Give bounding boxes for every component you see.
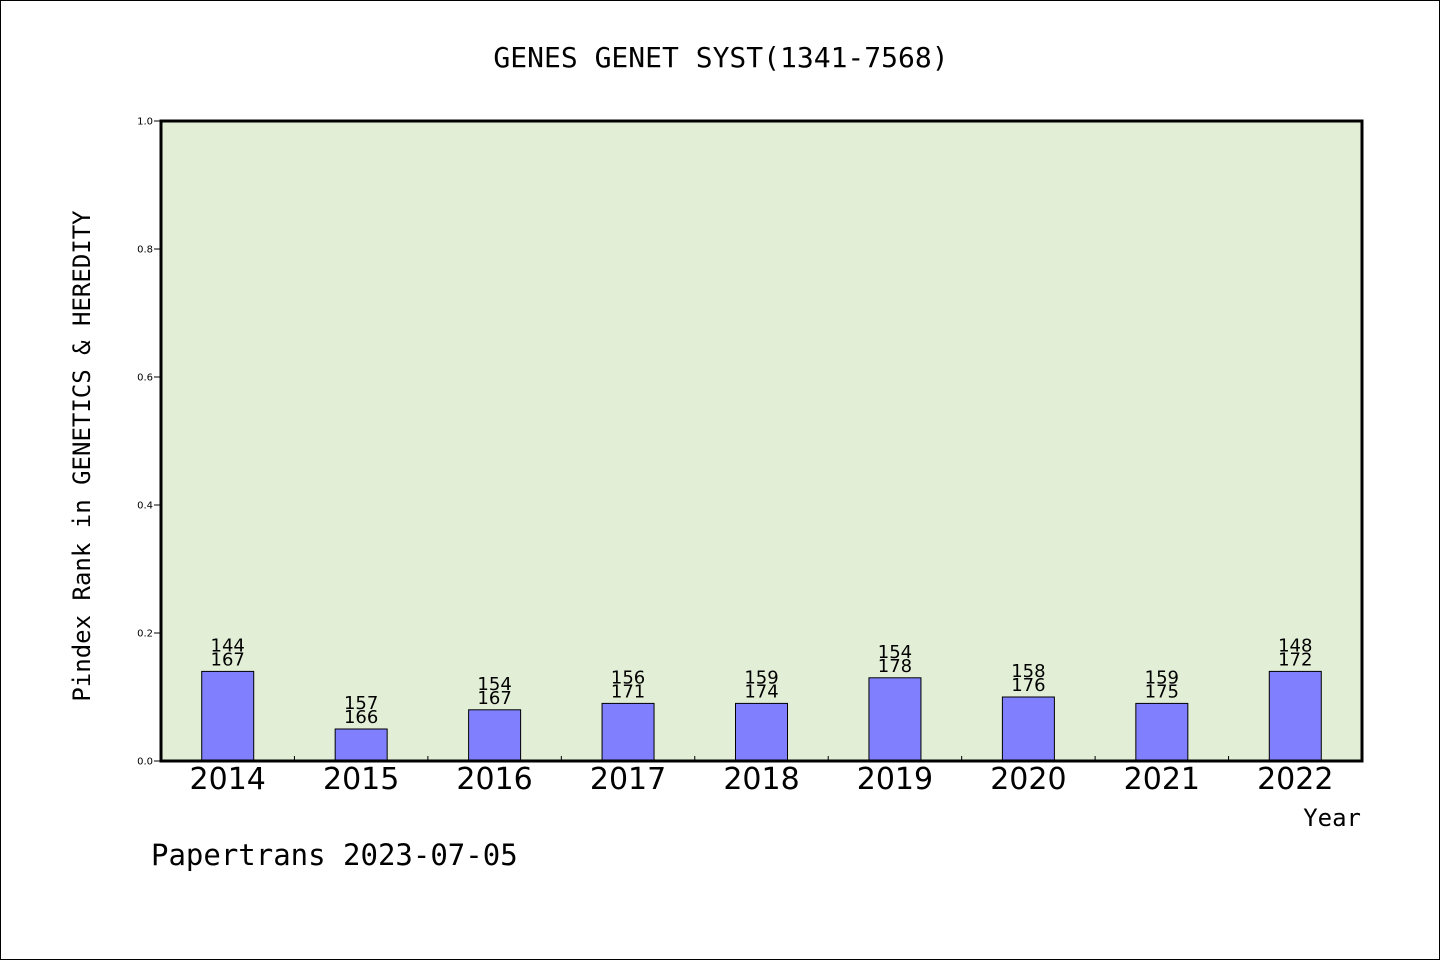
x-tick-label-2022: 2022 (1257, 762, 1333, 797)
data-label-rank-2015: 157 (344, 693, 378, 714)
plot-area (161, 121, 1362, 761)
chart-title: GENES GENET SYST(1341-7568) (493, 41, 948, 74)
data-label-rank-2019: 154 (878, 642, 912, 663)
data-label-total-2014: 167 (211, 649, 245, 670)
data-label-total-2021: 175 (1145, 681, 1179, 702)
data-label-total-2015: 166 (344, 707, 378, 728)
x-tick-label-2021: 2021 (1124, 762, 1200, 797)
data-label-rank-2014: 144 (211, 635, 245, 656)
data-label-total-2020: 176 (1011, 675, 1045, 696)
plot-frame (159, 119, 1364, 763)
data-label-rank-2020: 158 (1011, 661, 1045, 682)
data-label-total-2022: 172 (1278, 649, 1312, 670)
data-label-rank-2018: 159 (744, 667, 778, 688)
y-tick-label: 0.6 (137, 373, 153, 384)
x-axis-label: Year (1303, 804, 1361, 832)
bar-2018 (735, 702, 788, 762)
x-tick-label-2014: 2014 (190, 762, 266, 797)
bar-2015 (334, 728, 388, 762)
y-tick-label: 0.0 (137, 757, 153, 768)
x-tick-label-2018: 2018 (723, 762, 799, 797)
bar-2017 (601, 702, 655, 762)
x-tick-label-2017: 2017 (590, 762, 666, 797)
bar-series (201, 670, 1322, 762)
y-tick-label: 0.2 (137, 629, 153, 640)
data-label-total-2016: 167 (477, 688, 511, 709)
x-tick-label-2020: 2020 (990, 762, 1066, 797)
x-tick-label-2016: 2016 (456, 762, 532, 797)
data-label-rank-2016: 154 (477, 674, 511, 695)
data-label-rank-2021: 159 (1145, 667, 1179, 688)
y-axis-label: Pindex Rank in GENETICS & HEREDITY (68, 210, 96, 702)
data-label-total-2017: 171 (611, 681, 645, 702)
data-label-total-2019: 178 (878, 656, 912, 677)
x-tick-label-2015: 2015 (323, 762, 399, 797)
y-tick-label: 0.8 (137, 245, 153, 256)
data-label-rank-2017: 156 (611, 667, 645, 688)
data-label-rank-2022: 148 (1278, 635, 1312, 656)
x-axis-tick-labels: 2014 2015 2016 2017 2018 2019 2020 2021 2022 (190, 762, 1334, 797)
bar-2014 (201, 670, 255, 762)
y-tick-label: 0.4 (137, 501, 153, 512)
y-tick-label: 1.0 (137, 117, 153, 128)
bar-2020 (1001, 696, 1055, 762)
footer-text: Papertrans 2023-07-05 (151, 838, 518, 872)
bar-2021 (1135, 702, 1189, 762)
bar-2016 (468, 709, 522, 762)
x-tick-label-2019: 2019 (857, 762, 933, 797)
bar-2022 (1268, 670, 1322, 762)
bar-2019 (868, 677, 922, 762)
data-label-total-2018: 174 (744, 681, 778, 702)
y-axis-ticks: 0.0 0.2 0.4 0.6 0.8 1.0 (137, 117, 161, 768)
